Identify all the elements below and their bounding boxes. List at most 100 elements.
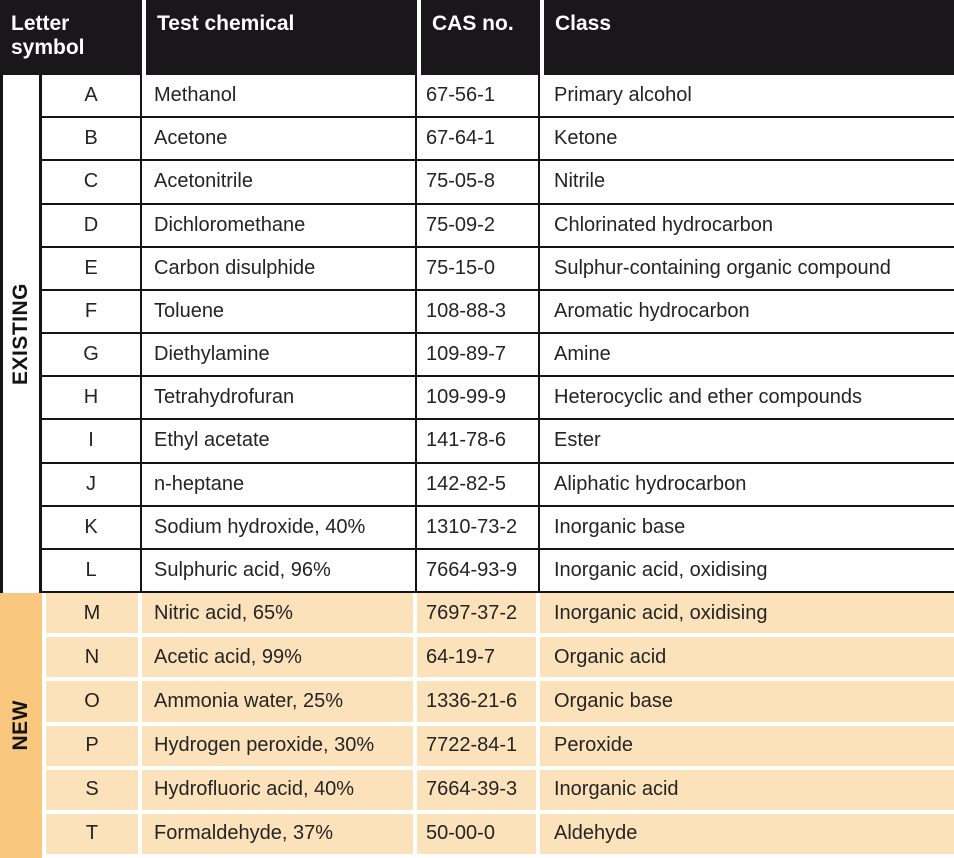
row-cas-no: 1310-73-2 [417,506,540,548]
row-test-chemical: Nitric acid, 65% [142,593,417,634]
row-class: Inorganic acid, oxidising [554,558,768,581]
row-test-chemical: Acetonitrile [142,161,417,203]
row-letter-symbol: S [46,769,142,810]
header-letter-symbol: Letter symbol [11,12,85,60]
table-row: L Sulphuric acid, 96% 7664-93-9 Inorganic a… [42,549,954,594]
row-class: Aromatic hydrocarbon [554,299,750,322]
row-letter-symbol: P [46,725,142,766]
new-group-label: NEW [9,700,32,751]
table-header-row: Letter symbol Test chemical CAS no. Clas… [0,0,954,75]
row-test-chemical: Toluene [142,290,417,333]
row-cas-no: 64-19-7 [417,637,540,678]
table-row: O Ammonia water, 25% 1336-21-6 Organic base [46,681,954,726]
row-class: Ketone [554,127,618,150]
row-cas-no: 141-78-6 [417,420,540,462]
row-class: Primary alcohol [554,84,692,107]
row-test-chemical: Hydrofluoric acid, 40% [142,769,417,810]
row-test-chemical: Carbon disulphide [142,247,417,289]
row-cas-no: 67-64-1 [417,118,540,160]
row-letter-symbol: G [42,334,142,376]
row-test-chemical: n-heptane [142,463,417,505]
row-letter-symbol: H [42,377,142,419]
row-test-chemical: Methanol [142,75,417,117]
row-letter-symbol: B [42,118,142,160]
table-row: F Toluene 108-88-3 Aromatic hydrocarbon [42,290,954,335]
row-letter-symbol: K [42,506,142,548]
existing-group-cell: EXISTING [0,75,42,593]
existing-group-label: EXISTING [9,282,32,386]
table-row: K Sodium hydroxide, 40% 1310-73-2 Inorganic… [42,506,954,550]
row-cas-no: 75-15-0 [417,247,540,289]
header-cas-no: CAS no. [417,0,540,75]
row-cas-no: 7664-93-9 [417,549,540,592]
table-row: P Hydrogen peroxide, 30% 7722-84-1 Peroxide [46,725,954,770]
table-row: N Acetic acid, 99% 64-19-7 Organic acid [46,637,954,682]
row-test-chemical: Ammonia water, 25% [142,681,417,722]
row-class: Ester [554,429,601,452]
row-test-chemical: Formaldehyde, 37% [142,813,417,855]
row-letter-symbol: L [42,549,142,592]
table-row: A Methanol 67-56-1 Primary alcohol [42,75,954,119]
row-letter-symbol: T [46,813,142,855]
row-letter-symbol: J [42,463,142,505]
row-cas-no: 7664-39-3 [417,769,540,810]
row-cas-no: 75-05-8 [417,161,540,203]
row-class: Aldehyde [554,822,638,845]
table-row: B Acetone 67-64-1 Ketone [42,118,954,162]
row-cas-no: 7697-37-2 [417,593,540,634]
row-letter-symbol: A [42,75,142,117]
row-cas-no: 1336-21-6 [417,681,540,722]
row-test-chemical: Acetic acid, 99% [142,637,417,678]
row-letter-symbol: N [46,637,142,678]
row-test-chemical: Diethylamine [142,334,417,376]
row-letter-symbol: O [46,681,142,722]
row-class: Inorganic acid [554,778,679,801]
header-test-chemical: Test chemical [142,0,417,75]
row-class: Organic acid [554,645,667,668]
row-cas-no: 7722-84-1 [417,725,540,766]
new-group-cell: NEW [0,593,42,858]
new-section: NEW M Nitric acid, 65% 7697-37-2 Inorganic … [0,593,954,858]
row-class: Chlorinated hydrocarbon [554,213,774,236]
row-test-chemical: Dichloromethane [142,204,417,246]
row-class: Inorganic acid, oxidising [554,601,768,624]
row-cas-no: 109-89-7 [417,334,540,376]
table-row: E Carbon disulphide 75-15-0 Sulphur-contain… [42,247,954,291]
table-row: T Formaldehyde, 37% 50-00-0 Aldehyde [46,813,954,858]
row-class: Inorganic base [554,515,686,538]
row-letter-symbol: E [42,247,142,289]
table-row: M Nitric acid, 65% 7697-37-2 Inorganic acid… [46,593,954,638]
row-test-chemical: Sulphuric acid, 96% [142,549,417,592]
existing-rows: A Methanol 67-56-1 Primary alcohol B Acetone 6… [42,75,954,594]
table-row: I Ethyl acetate 141-78-6 Ester [42,420,954,464]
row-test-chemical: Hydrogen peroxide, 30% [142,725,417,766]
row-class: Nitrile [554,170,606,193]
row-cas-no: 67-56-1 [417,75,540,117]
row-letter-symbol: C [42,161,142,203]
table-row: D Dichloromethane 75-09-2 Chlorinated hydro… [42,204,954,248]
row-test-chemical: Sodium hydroxide, 40% [142,506,417,548]
row-letter-symbol: D [42,204,142,246]
row-cas-no: 50-00-0 [417,813,540,855]
row-letter-symbol: I [42,420,142,462]
row-class: Amine [554,343,611,366]
row-class: Organic base [554,689,673,712]
row-letter-symbol: F [42,290,142,333]
row-class: Heterocyclic and ether compounds [554,386,862,409]
table-row: C Acetonitrile 75-05-8 Nitrile [42,161,954,205]
row-class: Aliphatic hydrocarbon [554,472,747,495]
row-test-chemical: Acetone [142,118,417,160]
row-letter-symbol: M [46,593,142,634]
row-class: Sulphur-containing organic compound [554,256,891,279]
row-cas-no: 108-88-3 [417,290,540,333]
table-row: G Diethylamine 109-89-7 Amine [42,334,954,378]
row-cas-no: 109-99-9 [417,377,540,419]
table-row: H Tetrahydrofuran 109-99-9 Heterocyclic and… [42,377,954,421]
row-cas-no: 75-09-2 [417,204,540,246]
row-test-chemical: Tetrahydrofuran [142,377,417,419]
row-test-chemical: Ethyl acetate [142,420,417,462]
table-row: S Hydrofluoric acid, 40% 7664-39-3 Inorgani… [46,769,954,814]
new-rows: M Nitric acid, 65% 7697-37-2 Inorganic acid… [42,593,954,858]
